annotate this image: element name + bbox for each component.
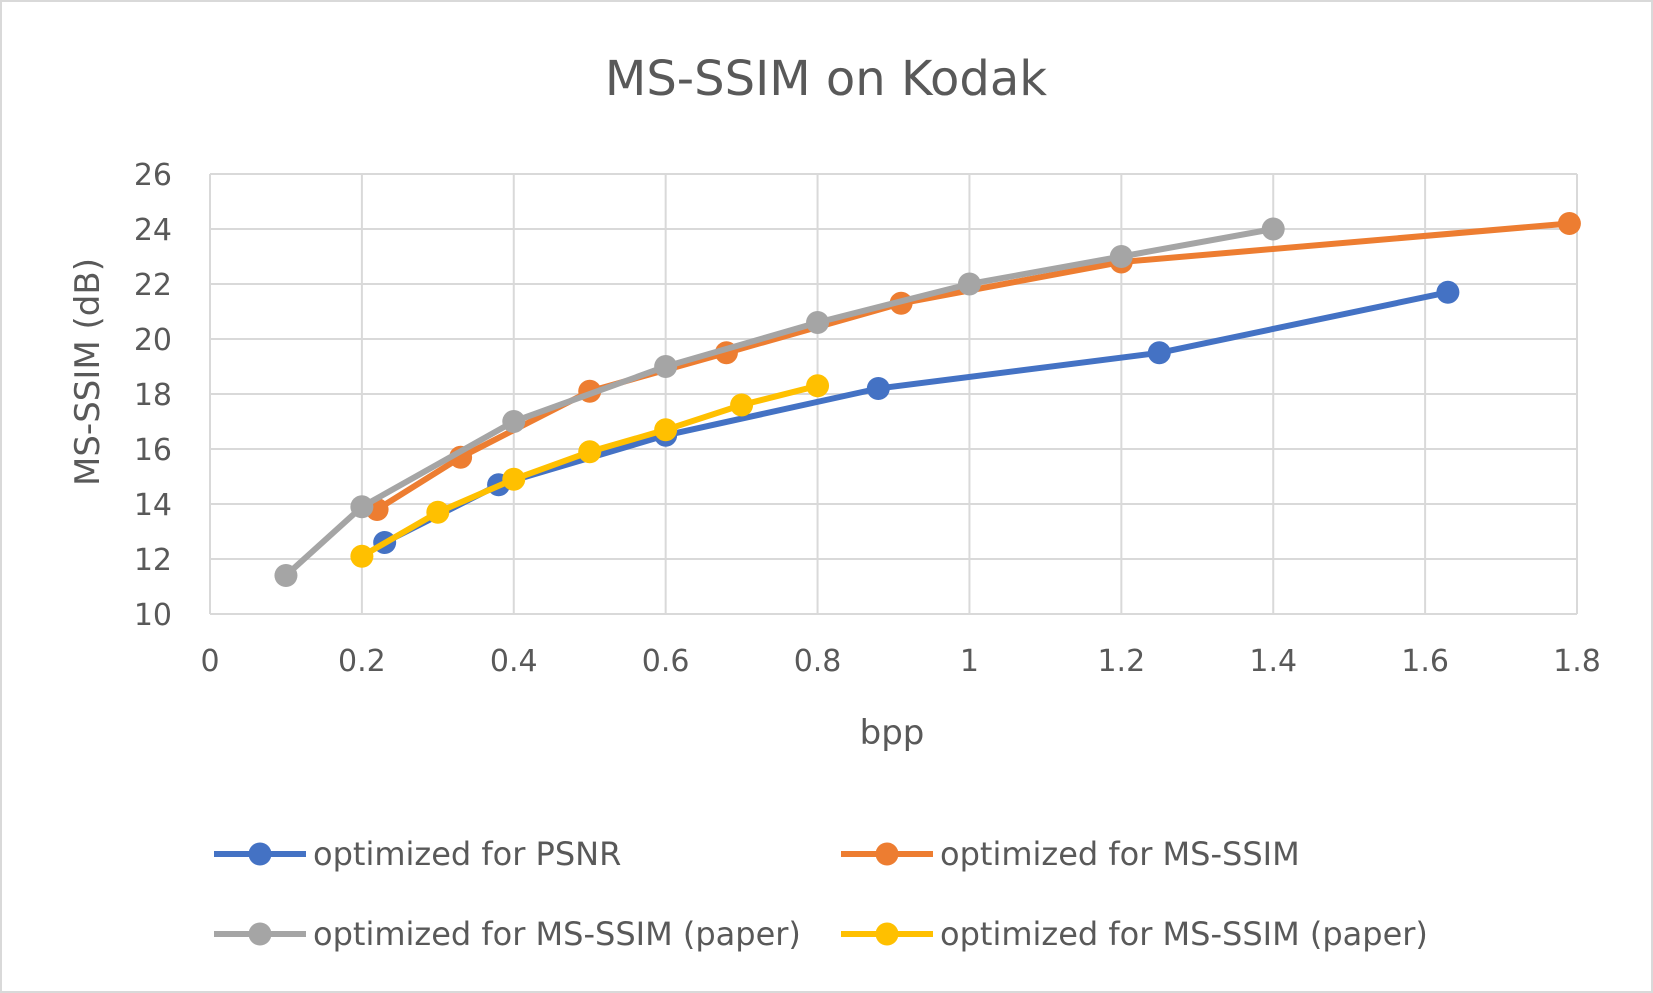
y-tick-label: 10 bbox=[134, 598, 172, 633]
data-point bbox=[1109, 245, 1133, 268]
y-axis-label: MS-SSIM (dB) bbox=[68, 258, 108, 486]
x-tick-label: 0.2 bbox=[338, 644, 386, 679]
data-point bbox=[806, 311, 830, 334]
legend-swatch-marker bbox=[875, 842, 899, 866]
y-tick-label: 26 bbox=[134, 158, 172, 193]
y-tick-label: 14 bbox=[134, 488, 172, 523]
legend-label: optimized for PSNR bbox=[313, 835, 621, 873]
x-tick-label: 0.8 bbox=[794, 644, 842, 679]
x-tick-label: 1.4 bbox=[1249, 644, 1297, 679]
series-2 bbox=[274, 217, 1285, 587]
data-point bbox=[1261, 217, 1285, 241]
chart-title: MS-SSIM on Kodak bbox=[605, 51, 1047, 107]
y-tick-label: 24 bbox=[134, 213, 172, 248]
legend-item: optimized for PSNR bbox=[214, 835, 621, 873]
y-tick-label: 18 bbox=[134, 378, 172, 413]
data-point bbox=[1436, 280, 1460, 304]
data-point bbox=[502, 410, 526, 433]
legend-swatch-marker bbox=[248, 842, 272, 866]
data-point bbox=[350, 544, 374, 568]
legend-item: optimized for MS-SSIM (paper) bbox=[841, 915, 1428, 953]
data-point bbox=[1147, 341, 1171, 365]
series-lines bbox=[274, 212, 1581, 587]
data-point bbox=[866, 377, 890, 400]
data-point bbox=[350, 495, 374, 519]
data-point bbox=[426, 500, 450, 524]
y-tick-label: 20 bbox=[134, 323, 172, 358]
legend-label: optimized for MS-SSIM (paper) bbox=[940, 915, 1428, 953]
legend-swatch-marker bbox=[248, 922, 272, 946]
legend-item: optimized for MS-SSIM (paper) bbox=[214, 915, 801, 953]
x-tick-label: 1.8 bbox=[1553, 644, 1601, 679]
data-point bbox=[502, 467, 526, 491]
x-tick-label: 0 bbox=[200, 644, 219, 679]
x-tick-label: 1.6 bbox=[1401, 644, 1449, 679]
data-point bbox=[730, 393, 754, 417]
x-tick-label: 0.4 bbox=[490, 644, 538, 679]
y-axis-ticks: 10 12 14 16 18 20 22 24 26 bbox=[134, 158, 172, 633]
data-point bbox=[578, 440, 602, 464]
y-tick-label: 22 bbox=[134, 268, 172, 303]
legend-item: optimized for MS-SSIM bbox=[841, 835, 1300, 873]
data-point bbox=[654, 355, 678, 378]
series-line bbox=[283, 226, 1274, 578]
y-tick-label: 12 bbox=[134, 543, 172, 578]
data-point bbox=[1557, 212, 1581, 235]
data-point bbox=[654, 418, 678, 442]
x-tick-label: 1 bbox=[960, 644, 979, 679]
data-point bbox=[274, 564, 298, 587]
series-3 bbox=[350, 374, 830, 568]
x-tick-label: 0.6 bbox=[642, 644, 690, 679]
data-point bbox=[806, 374, 830, 398]
legend-label: optimized for MS-SSIM bbox=[940, 835, 1300, 873]
legend-label: optimized for MS-SSIM (paper) bbox=[313, 915, 801, 953]
x-axis-label: bpp bbox=[860, 713, 925, 753]
legend: optimized for PSNR optimized for MS-SSIM o… bbox=[214, 835, 1428, 953]
data-point bbox=[957, 272, 981, 296]
legend-swatch-marker bbox=[875, 922, 899, 946]
x-axis-ticks: 0 0.2 0.4 0.6 0.8 1 1.2 1.4 1.6 1.8 bbox=[200, 644, 1600, 679]
x-tick-label: 1.2 bbox=[1097, 644, 1145, 679]
y-tick-label: 16 bbox=[134, 433, 172, 468]
series-1 bbox=[365, 212, 1581, 521]
